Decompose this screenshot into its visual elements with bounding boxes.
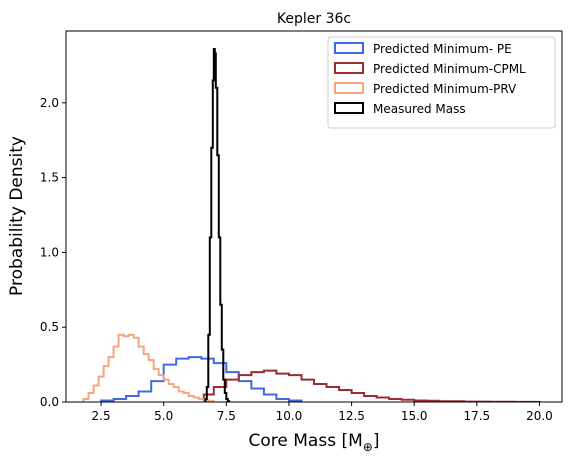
series-1-histogram <box>202 369 541 402</box>
y-tick-label: 0.5 <box>40 320 59 334</box>
series-0-histogram <box>100 356 303 402</box>
legend-swatch <box>334 102 364 114</box>
x-tick-label: 7.5 <box>217 409 236 423</box>
x-tick-label: 12.5 <box>338 409 365 423</box>
series-layer <box>82 48 541 402</box>
y-tick-label: 2.0 <box>40 96 59 110</box>
series-3-histogram <box>204 48 231 402</box>
x-tick-label: 2.5 <box>92 409 111 423</box>
legend-label: Predicted Minimum-CPML <box>373 62 526 76</box>
legend-label: Measured Mass <box>373 102 466 116</box>
x-tick-label: 20.0 <box>526 409 553 423</box>
y-axis: 0.0 0.5 1.0 1.5 2.0 <box>40 96 66 409</box>
x-axis: 2.5 5.0 7.5 10.0 12.5 15.0 17.5 20.0 <box>92 402 553 423</box>
legend-swatch <box>334 42 364 54</box>
y-tick-label: 1.0 <box>40 245 59 259</box>
x-tick-label: 10.0 <box>276 409 303 423</box>
chart-title: Kepler 36c <box>277 11 351 27</box>
x-axis-label-subscript: ⊕ <box>363 440 373 454</box>
x-axis-label-close: ] <box>373 431 380 451</box>
plot-frame <box>65 30 563 403</box>
legend: Predicted Minimum- PE Predicted Minimum-C… <box>327 36 556 129</box>
x-axis-label-main: Core Mass [M <box>249 431 363 451</box>
y-tick-label: 0.0 <box>40 395 59 409</box>
series-2-histogram <box>82 333 215 402</box>
legend-box <box>327 36 556 129</box>
x-tick-label: 17.5 <box>463 409 490 423</box>
legend-swatch <box>334 82 364 94</box>
y-axis-label: Probability Density <box>7 136 27 296</box>
y-tick-label: 1.5 <box>40 171 59 185</box>
legend-swatch <box>334 62 364 74</box>
x-tick-label: 5.0 <box>154 409 173 423</box>
legend-label: Predicted Minimum- PE <box>373 42 512 56</box>
x-tick-label: 15.0 <box>401 409 428 423</box>
x-axis-label: Core Mass [M⊕] <box>249 431 380 454</box>
legend-label: Predicted Minimum-PRV <box>373 82 517 96</box>
